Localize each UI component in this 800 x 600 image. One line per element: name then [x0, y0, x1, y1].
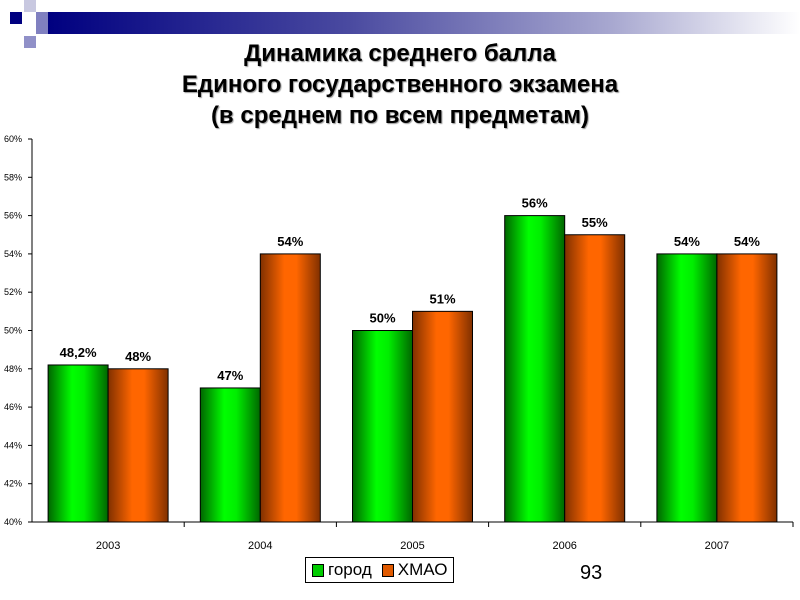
- bar-ХМАО: [259, 253, 321, 523]
- y-tick-label: 50%: [4, 326, 22, 336]
- title-line: Единого государственного экзамена: [181, 71, 619, 98]
- bar-город: [352, 330, 413, 523]
- decor-square: [36, 12, 48, 34]
- bar-город: [199, 387, 261, 523]
- bar-город: [504, 215, 566, 523]
- y-tick-label: 54%: [4, 249, 22, 259]
- x-tick-label: 2005: [400, 540, 424, 552]
- y-tick-label: 40%: [4, 517, 22, 527]
- y-tick-label: 48%: [4, 364, 22, 374]
- y-tick-label: 42%: [4, 479, 22, 489]
- y-tick-label: 44%: [4, 440, 22, 450]
- x-tick-label: 2003: [96, 540, 120, 552]
- data-label: 54%: [674, 234, 700, 249]
- page-number: 93: [580, 562, 603, 584]
- title-line: (в среднем по всем предметам): [210, 102, 590, 129]
- x-tick-label: 2006: [552, 540, 576, 552]
- y-tick-label: 60%: [4, 134, 22, 144]
- bar-город: [47, 364, 109, 523]
- bar-ХМАО: [107, 368, 169, 523]
- legend-label-gorod: город: [328, 560, 372, 579]
- data-label: 47%: [217, 368, 243, 383]
- legend-swatch-gorod: [312, 563, 324, 577]
- y-tick-label: 56%: [4, 211, 22, 221]
- legend: город ХМАО: [305, 557, 455, 583]
- bar-ХМАО: [412, 310, 473, 523]
- y-tick-label: 58%: [4, 172, 22, 182]
- x-tick-label: 2004: [248, 540, 272, 552]
- data-label: 51%: [429, 291, 455, 306]
- y-tick-label: 46%: [4, 402, 22, 412]
- data-label: 56%: [522, 196, 548, 211]
- decor-square: [24, 36, 36, 48]
- x-tick-label: 2007: [705, 540, 729, 552]
- legend-label-hmao: ХМАО: [397, 560, 448, 579]
- header-banner: [48, 12, 800, 34]
- decor-square: [24, 0, 36, 12]
- data-label: 48,2%: [60, 345, 97, 360]
- decor-square: [10, 12, 22, 24]
- legend-swatch-hmao: [381, 563, 394, 577]
- chart-title: Динамика среднего балла Единого государс…: [0, 38, 800, 131]
- data-label: 48%: [125, 349, 151, 364]
- data-label: 50%: [369, 311, 395, 326]
- data-label: 54%: [277, 234, 303, 249]
- data-label: 55%: [582, 215, 608, 230]
- bar-ХМАО: [564, 234, 626, 523]
- y-tick-label: 52%: [4, 287, 22, 297]
- bar-ХМАО: [716, 253, 778, 523]
- data-label: 54%: [734, 234, 760, 249]
- bar-город: [656, 253, 718, 523]
- title-line: Динамика среднего балла: [244, 40, 556, 67]
